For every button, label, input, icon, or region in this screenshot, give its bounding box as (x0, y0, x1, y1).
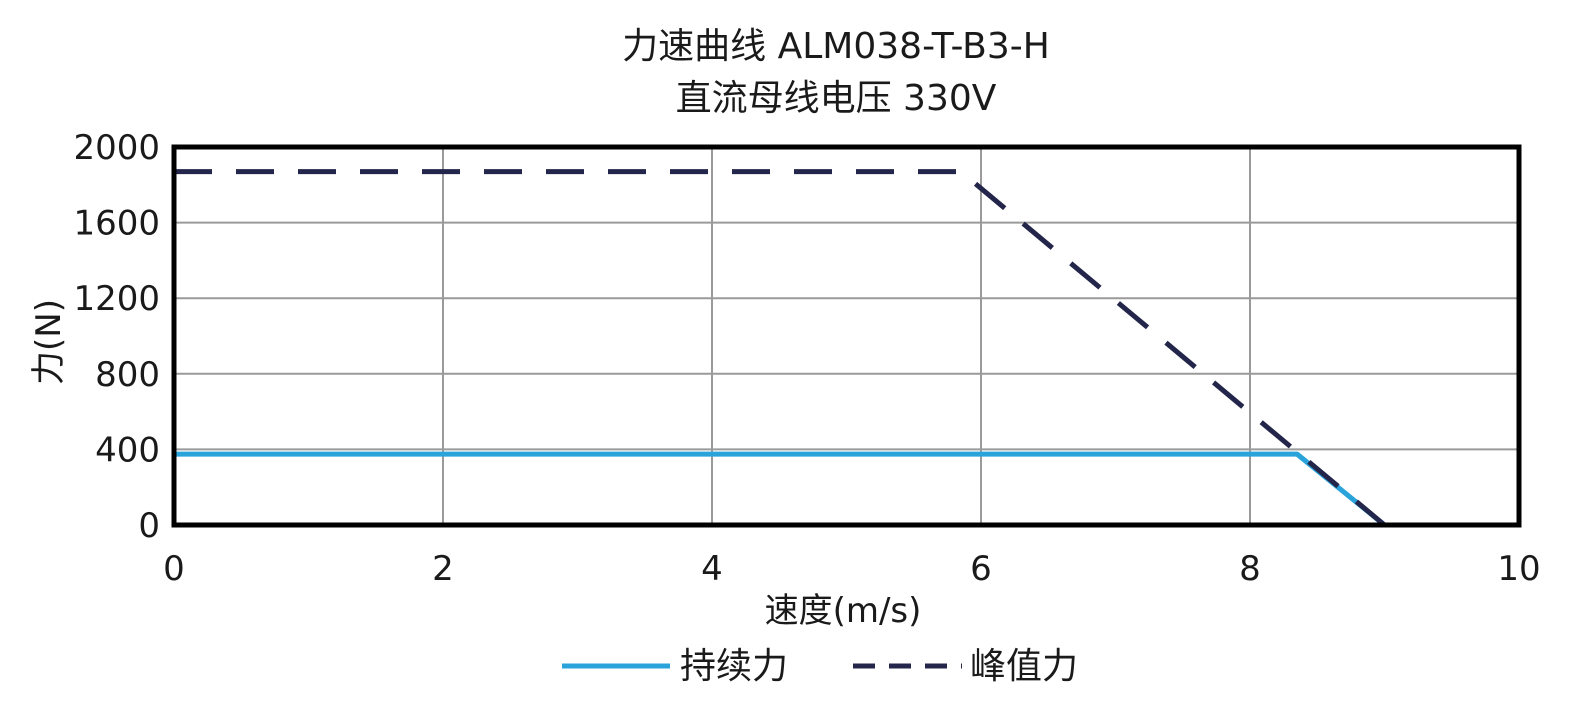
legend-label-continuous-force: 持续力 (680, 646, 788, 687)
continuous-force-line (174, 451, 1387, 527)
x-tick-label: 6 (970, 549, 992, 589)
legend-label-peak-force: 峰值力 (970, 646, 1078, 687)
x-axis-label: 速度(m/s) (765, 591, 922, 631)
x-tick-labels: 0 2 4 6 8 10 (163, 549, 1540, 589)
x-tick-label: 0 (163, 549, 185, 589)
x-tick-label: 2 (432, 549, 454, 589)
y-tick-labels: 0 400 800 1200 1600 2000 (73, 128, 160, 546)
plot-frame (171, 144, 1522, 528)
chart-title: 力速曲线 ALM038-T-B3-H (622, 26, 1050, 67)
y-tick-label: 400 (95, 430, 160, 470)
y-tick-label: 0 (138, 506, 160, 546)
chart-subtitle: 直流母线电压 330V (676, 78, 997, 119)
y-tick-label: 2000 (73, 128, 160, 168)
x-tick-label: 10 (1497, 549, 1540, 589)
x-tick-label: 4 (701, 549, 723, 589)
series-lines (174, 169, 1387, 527)
y-tick-label: 1600 (73, 204, 160, 244)
x-tick-label: 8 (1239, 549, 1261, 589)
y-tick-label: 1200 (73, 279, 160, 319)
legend: 持续力 峰值力 (562, 646, 1078, 687)
peak-force-line (174, 169, 1387, 527)
y-tick-label: 800 (95, 355, 160, 395)
y-axis-label: 力(N) (29, 299, 69, 385)
